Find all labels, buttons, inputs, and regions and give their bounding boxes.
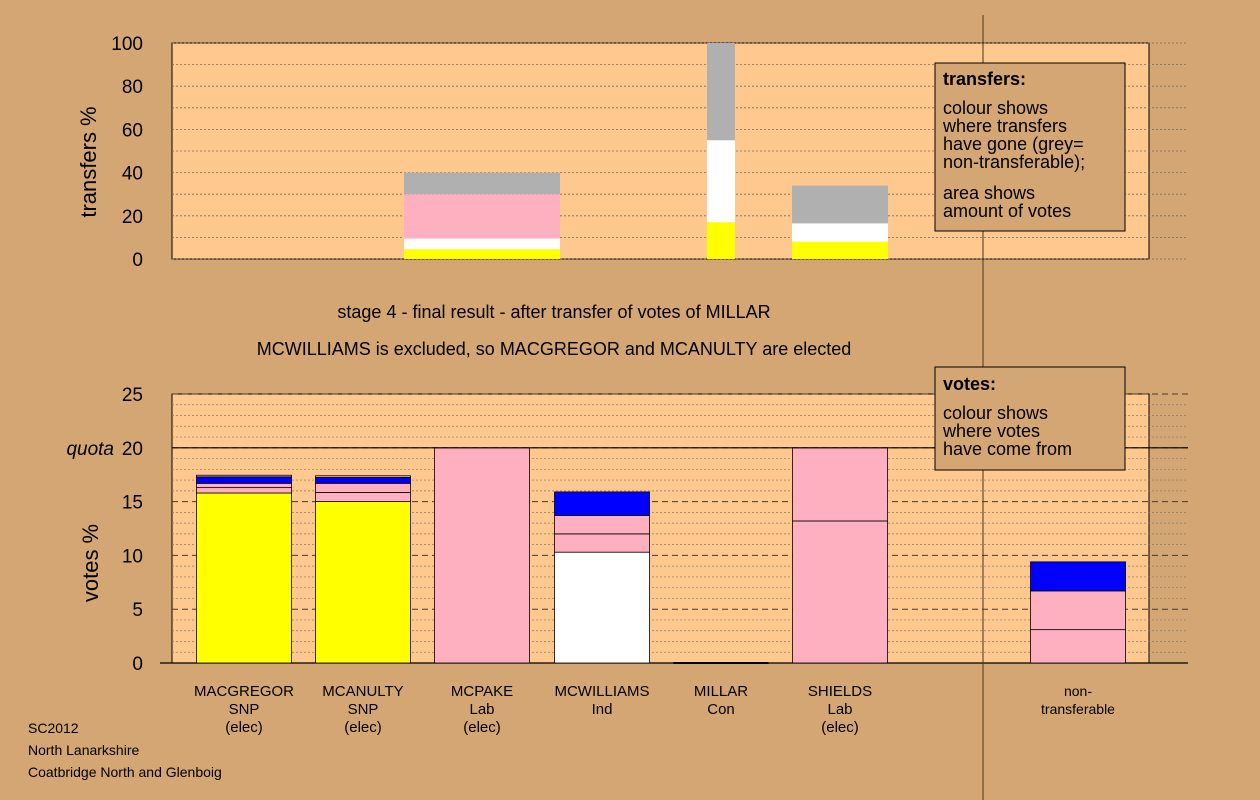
- vote-bar-segment: [1030, 590, 1126, 631]
- transfers-legend: transfers: colour shows where transfers …: [934, 62, 1126, 232]
- footer-line: North Lanarkshire: [28, 742, 139, 758]
- candidate-label: (elec): [225, 719, 263, 736]
- candidate-labels: MACGREGORSNP(elec)MCANULTYSNP(elec)MCPAK…: [194, 683, 1115, 736]
- vote-bar-segment: [434, 447, 530, 664]
- vote-bar-segment: [196, 487, 292, 494]
- transfers-legend-line: non-transferable);: [943, 152, 1085, 172]
- vote-bar-segment: [1030, 629, 1126, 664]
- votes-y-axis-label: votes %: [78, 524, 103, 602]
- vote-bar-segment: [554, 515, 650, 535]
- votes-y-tick-label: 5: [132, 600, 143, 621]
- votes-y-tick-label: 15: [122, 493, 143, 514]
- transfers-y-tick-label: 20: [122, 207, 143, 228]
- vote-bar-segment: [196, 492, 292, 664]
- transfers-legend-title: transfers:: [943, 69, 1026, 89]
- transfer-bar-segment: [792, 223, 888, 242]
- candidate-label: (elec): [344, 719, 382, 736]
- stage-title: stage 4 - final result - after transfer …: [337, 302, 770, 322]
- transfer-bar-segment: [404, 172, 560, 195]
- transfers-bars: [404, 43, 888, 259]
- candidate-label: Con: [707, 701, 735, 718]
- vote-bar-segment: [315, 482, 411, 493]
- votes-legend-line: have come from: [943, 439, 1072, 459]
- vote-bar-segment: [554, 551, 650, 664]
- votes-y-tick-label: 0: [132, 654, 143, 675]
- transfer-bar-segment: [792, 241, 888, 259]
- candidate-label: MACGREGOR: [194, 683, 294, 700]
- votes-y-tick-label: 10: [122, 546, 143, 567]
- vote-bar-segment: [196, 476, 292, 484]
- transfers-legend-line: area shows: [943, 183, 1035, 203]
- candidate-label: SNP: [348, 701, 379, 718]
- vote-bar-segment: [196, 482, 292, 489]
- transfer-bar-segment: [792, 185, 888, 224]
- candidate-label: SNP: [229, 701, 260, 718]
- candidate-label: (elec): [821, 719, 859, 736]
- transfers-legend-box: [934, 62, 1126, 232]
- transfer-bar-segment: [707, 140, 735, 223]
- candidate-label: MCPAKE: [451, 683, 513, 700]
- vote-bar-segment: [554, 533, 650, 553]
- vote-bar-segment: [554, 491, 650, 516]
- votes-legend-box: [934, 366, 1126, 471]
- candidate-label: MCWILLIAMS: [554, 683, 649, 700]
- transfer-bar-segment: [404, 249, 560, 259]
- footer-line: SC2012: [28, 720, 79, 736]
- transfer-bar-segment: [707, 43, 735, 141]
- outcome-title: MCWILLIAMS is excluded, so MACGREGOR and…: [257, 339, 852, 359]
- transfers-legend-line: colour shows: [943, 98, 1048, 118]
- candidate-label: (elec): [463, 719, 501, 736]
- vote-bar-segment: [792, 520, 888, 664]
- votes-legend-line: colour shows: [943, 403, 1048, 423]
- transfers-y-tick-label: 40: [122, 164, 143, 185]
- candidate-label: transferable: [1041, 701, 1115, 717]
- votes-y-tick-label: 20: [122, 439, 143, 460]
- candidate-label: MCANULTY: [322, 683, 403, 700]
- transfers-y-axis-label: transfers %: [76, 106, 101, 217]
- votes-legend-line: where votes: [942, 421, 1040, 441]
- transfers-y-tick-label: 0: [132, 250, 143, 271]
- vote-bar-segment: [196, 474, 292, 478]
- transfers-y-tick-label: 60: [122, 120, 143, 141]
- vote-bar-segment: [315, 476, 411, 484]
- candidate-label: non-: [1064, 683, 1092, 699]
- vote-bar-segment: [315, 475, 411, 478]
- vote-bar-segment: [792, 447, 888, 522]
- votes-bars: [196, 447, 1126, 664]
- transfers-y-tick-label: 80: [122, 77, 143, 98]
- footer-line: Coatbridge North and Glenboig: [28, 764, 222, 780]
- votes-legend: votes: colour shows where votes have com…: [934, 366, 1126, 471]
- transfers-y-ticks: 0 20 40 60 80 100: [111, 34, 143, 271]
- candidate-label: SHIELDS: [808, 683, 872, 700]
- candidate-label: Lab: [827, 701, 852, 718]
- transfers-y-tick-label: 100: [111, 34, 143, 55]
- candidate-label: Ind: [592, 701, 613, 718]
- vote-bar-segment: [315, 492, 411, 503]
- candidate-label: MILLAR: [694, 683, 748, 700]
- transfer-bar-segment: [707, 222, 735, 259]
- transfers-legend-line: have gone (grey=: [943, 134, 1084, 154]
- transfers-grid: [172, 42, 1188, 260]
- transfer-bar-segment: [404, 238, 560, 250]
- quota-label: quota: [66, 439, 114, 460]
- votes-y-ticks: 0 5 10 15 20 25: [122, 385, 143, 675]
- vote-bar-segment: [315, 501, 411, 664]
- candidate-label: Lab: [469, 701, 494, 718]
- vote-bar-segment: [1030, 561, 1126, 592]
- transfers-legend-line: amount of votes: [943, 201, 1071, 221]
- transfer-bar-segment: [404, 194, 560, 239]
- transfers-legend-line: where transfers: [942, 116, 1067, 136]
- votes-legend-title: votes:: [943, 374, 996, 394]
- votes-y-tick-label: 25: [122, 385, 143, 406]
